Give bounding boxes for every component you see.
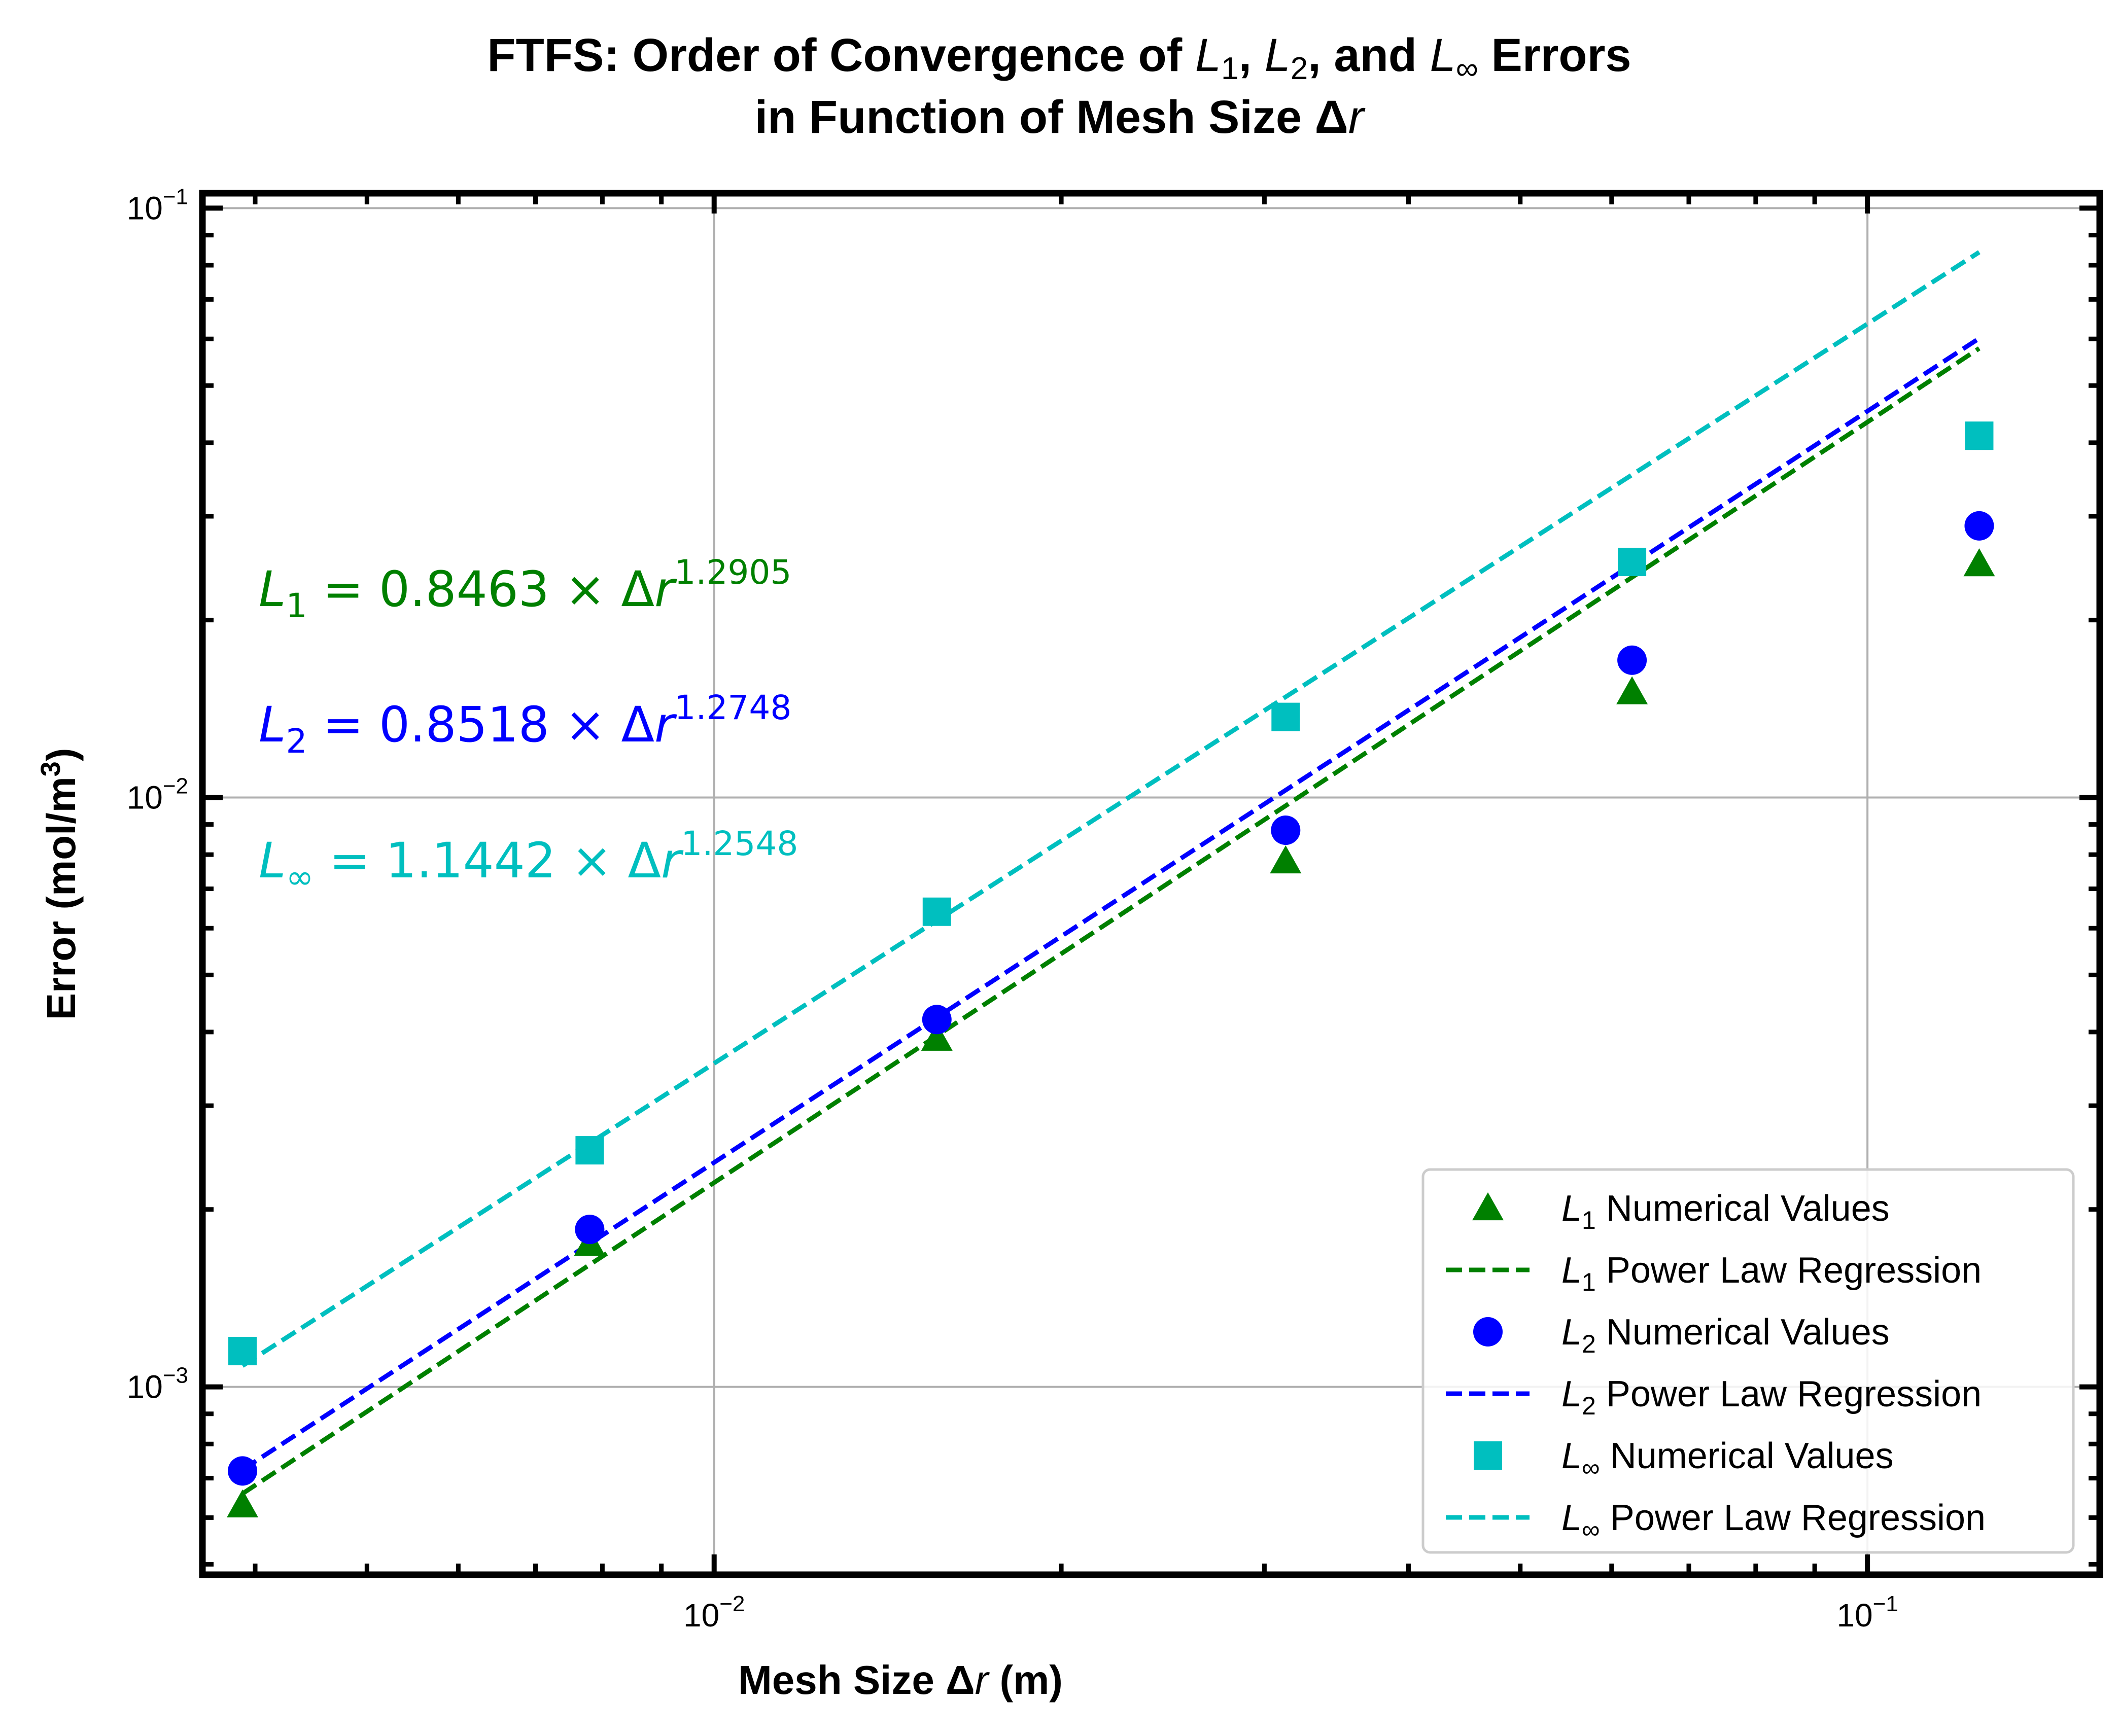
square-marker	[922, 897, 951, 926]
triangle-marker	[1963, 548, 1995, 577]
regression-line	[241, 250, 1981, 1368]
y-tick-label: 10−1	[127, 184, 188, 226]
y-tick-label: 10−3	[127, 1363, 188, 1405]
legend-circle-swatch	[1473, 1317, 1503, 1347]
legend-label: L2 Numerical Values	[1561, 1312, 1890, 1358]
chart-title-line2: in Function of Mesh Size Δr	[755, 91, 1366, 143]
circle-marker	[1271, 816, 1301, 845]
legend-label: L2 Power Law Regression	[1561, 1374, 1982, 1420]
y-axis-label: Error (mol/m3)	[36, 748, 84, 1020]
square-marker	[1618, 548, 1647, 577]
legend-label: L1 Power Law Regression	[1561, 1250, 1982, 1296]
legend-box	[1421, 1168, 2075, 1554]
equation-annotations: L1 = 0.8463 × Δr1.2905 L2 = 0.8518 × Δr1.…	[259, 553, 798, 897]
equation-text: L2 = 0.8518 × Δr1.2748	[259, 688, 791, 761]
legend-label: L∞ Numerical Values	[1561, 1436, 1894, 1482]
circle-marker	[228, 1456, 258, 1486]
triangle-marker	[227, 1489, 259, 1517]
square-marker	[1965, 421, 1994, 450]
circle-marker	[922, 1005, 952, 1035]
legend-label: L1 Numerical Values	[1561, 1188, 1890, 1234]
triangle-marker	[1270, 845, 1302, 874]
x-axis-label: Mesh Size Δr (m)	[738, 1657, 1063, 1703]
circle-marker	[1617, 645, 1647, 675]
square-marker	[1271, 702, 1300, 731]
tick-labels: 10−2 10−1 10−3 10−2 10−1	[127, 184, 1898, 1634]
triangle-marker	[921, 1022, 953, 1051]
plot-frame	[199, 190, 2103, 1578]
legend-triangle-swatch	[1472, 1192, 1504, 1221]
data-markers	[227, 421, 1995, 1517]
circle-marker	[1964, 511, 1994, 541]
equation-text: L∞ = 1.1442 × Δr1.2548	[259, 824, 798, 897]
regression-lines	[241, 250, 1981, 1496]
x-tick-label: 10−1	[1836, 1591, 1898, 1634]
regression-line	[241, 336, 1981, 1472]
triangle-marker	[1616, 676, 1648, 704]
y-tick-label: 10−2	[127, 773, 188, 816]
square-marker	[575, 1136, 604, 1165]
legend-square-swatch	[1474, 1441, 1502, 1470]
equation-text: L1 = 0.8463 × Δr1.2905	[259, 553, 791, 625]
chart-title-line1: FTFS: Order of Convergence of L1, L2, an…	[487, 29, 1631, 86]
legend-label: L∞ Power Law Regression	[1561, 1498, 1986, 1544]
circle-marker	[575, 1215, 605, 1245]
regression-line	[241, 346, 1981, 1496]
x-tick-label: 10−2	[683, 1591, 745, 1634]
legend: L1 Numerical Values L1 Power Law Regressi…	[1421, 1168, 2075, 1554]
square-marker	[228, 1337, 257, 1366]
